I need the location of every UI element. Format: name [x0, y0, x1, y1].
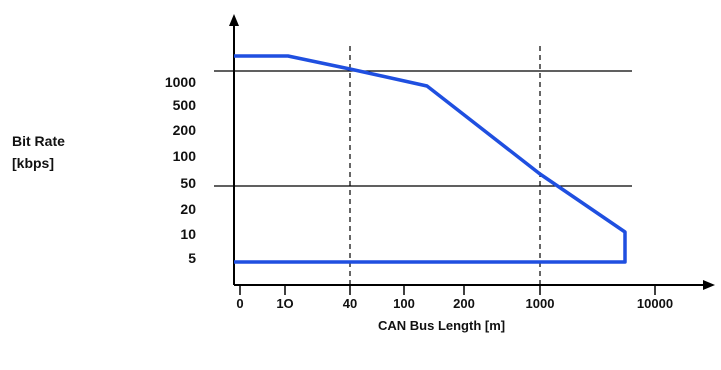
x-tick-label: 200: [453, 296, 475, 311]
x-axis-label: CAN Bus Length [m]: [378, 318, 506, 333]
x-tick-label: 0: [236, 296, 243, 311]
x-axis-arrow: [703, 280, 715, 290]
x-tick-label: 100: [393, 296, 415, 311]
y-axis-label-line-2: [kbps]: [12, 155, 54, 171]
y-tick-label: 5: [188, 250, 196, 266]
x-tick-label: 1000: [526, 296, 555, 311]
y-tick-label: 1000: [165, 74, 196, 90]
y-tick-label: 500: [173, 97, 197, 113]
bit-rate-curve: [234, 54, 627, 264]
y-tick-label: 200: [173, 122, 197, 138]
y-tick-label: 100: [173, 148, 197, 164]
x-tick-label: 1O: [276, 296, 293, 311]
y-axis-arrow: [229, 14, 239, 26]
y-tick-label: 10: [180, 226, 196, 242]
y-axis-label-line-1: Bit Rate: [12, 133, 65, 149]
x-tick-label: 40: [343, 296, 357, 311]
x-tick-label: 10000: [637, 296, 673, 311]
y-axis-label: Bit Rate [kbps]: [12, 133, 65, 178]
y-tick-label: 20: [180, 201, 196, 217]
y-tick-label: 50: [180, 175, 196, 191]
